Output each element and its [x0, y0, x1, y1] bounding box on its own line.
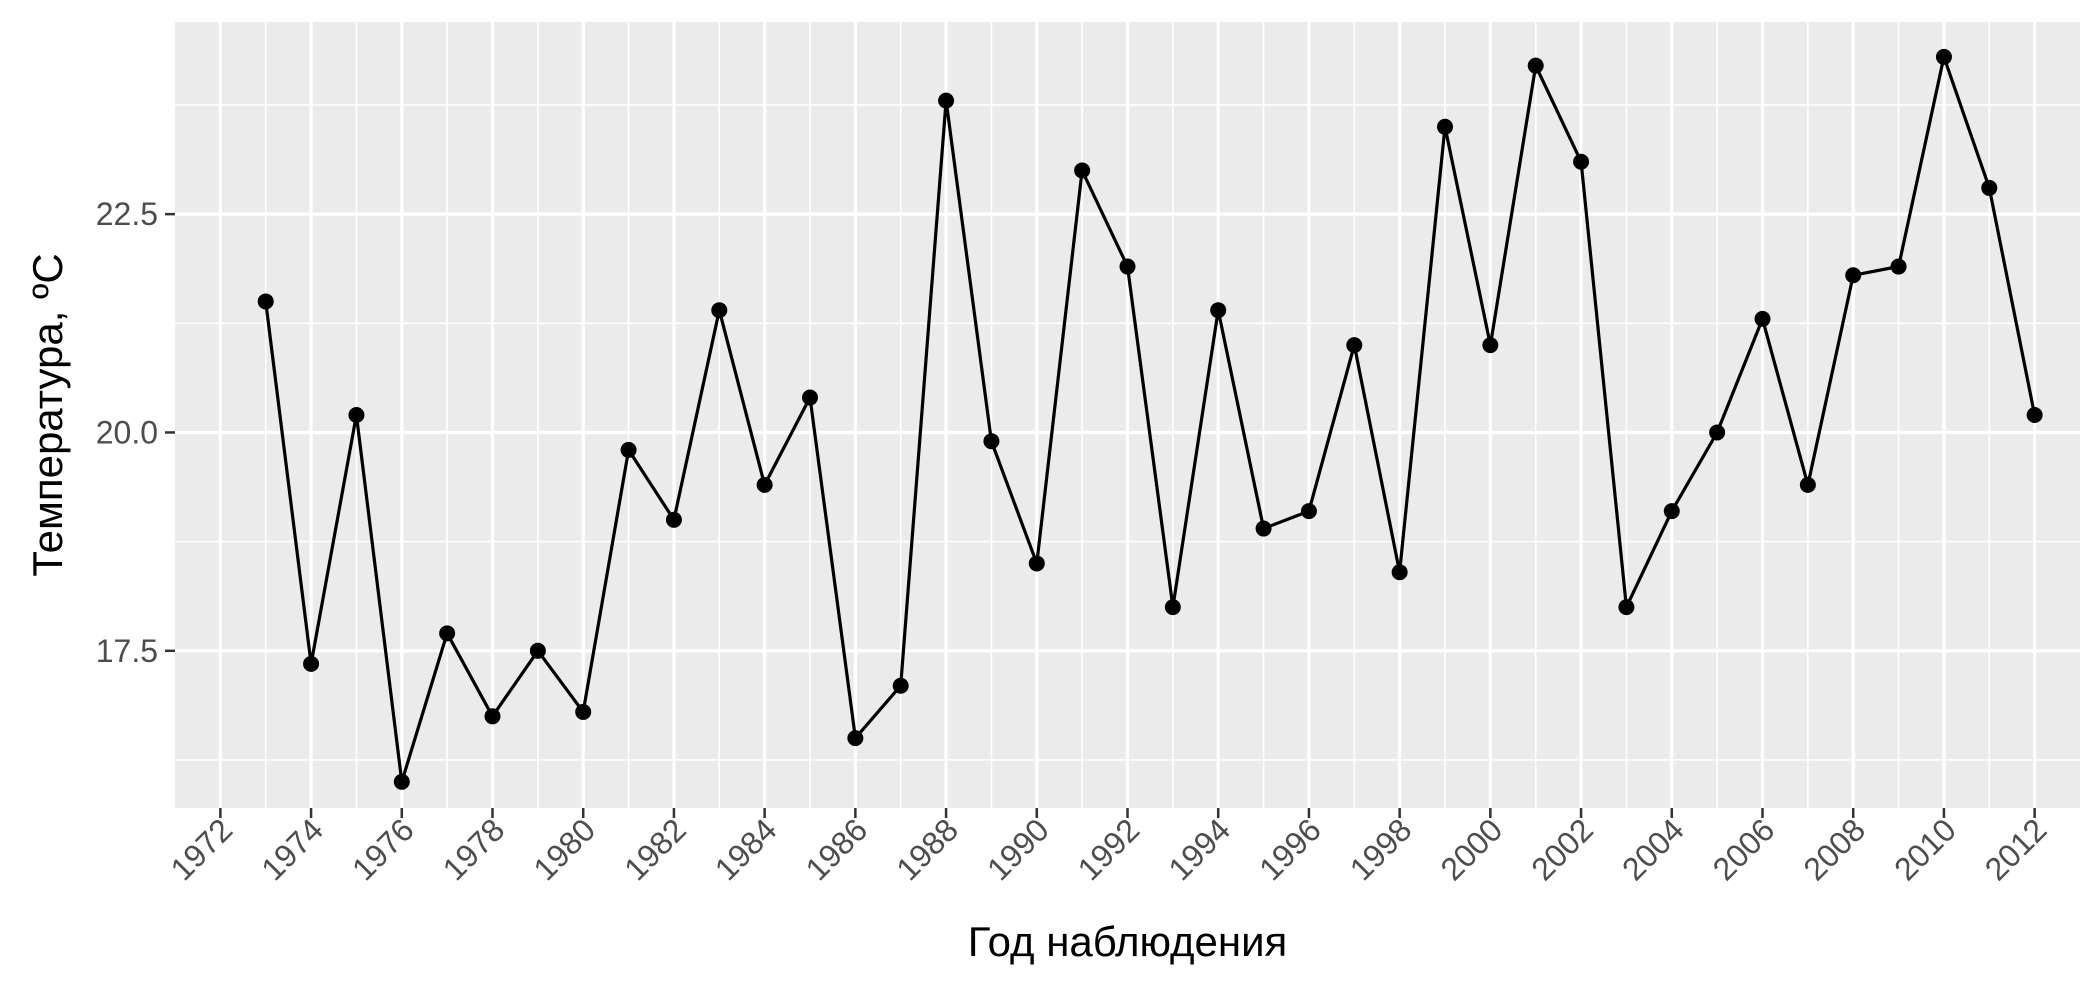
x-axis: 1972 1974 1976 1978 1980 1982 1984 1986 1988 1990…: [164, 808, 2054, 887]
x-tick-label: 2002: [1524, 811, 1600, 887]
x-tick-label: 1974: [254, 811, 330, 887]
data-point: [1573, 153, 1590, 170]
series-line: [264, 55, 2037, 784]
data-point: [1028, 555, 1045, 572]
data-point: [802, 389, 818, 406]
data-point: [393, 773, 410, 790]
x-tick-label: 1990: [980, 811, 1056, 887]
data-point: [1074, 162, 1091, 179]
data-point: [665, 511, 682, 528]
data-point: [1527, 57, 1544, 74]
x-tick-label: 1976: [345, 811, 421, 887]
data-point: [257, 293, 274, 310]
x-axis-title: Год наблюдения: [968, 918, 1288, 965]
data-point: [938, 92, 955, 109]
data-point: [1210, 302, 1227, 319]
data-point: [983, 433, 1000, 450]
x-tick-label: 1972: [164, 811, 240, 887]
series-group: [257, 48, 2043, 790]
x-tick-label: 1986: [799, 811, 875, 887]
y-tick-label: 17.5: [96, 633, 158, 669]
data-point: [756, 476, 773, 493]
x-tick-label: 2012: [1978, 811, 2054, 887]
data-point: [2026, 407, 2043, 423]
data-point: [1391, 564, 1408, 581]
x-tick-label: 1978: [436, 811, 512, 887]
x-tick-label: 1996: [1252, 811, 1328, 887]
data-point: [892, 677, 909, 694]
data-point: [1482, 337, 1499, 354]
data-point: [620, 441, 637, 458]
x-tick-label: 2006: [1706, 811, 1782, 887]
y-tick-label: 22.5: [96, 196, 158, 232]
data-point: [1164, 599, 1181, 616]
data-point: [1663, 503, 1680, 520]
data-point: [1981, 179, 1998, 196]
data-point: [1437, 118, 1453, 135]
y-axis-title: Температура, ºC: [24, 253, 71, 576]
x-tick-label: 1980: [526, 811, 602, 887]
data-point: [1709, 424, 1726, 441]
data-point: [711, 302, 728, 319]
data-point: [1935, 48, 1952, 65]
data-point: [1618, 599, 1635, 616]
data-point: [1300, 503, 1317, 520]
data-point: [1754, 310, 1771, 327]
data-point: [1346, 337, 1363, 354]
x-tick-label: 2010: [1887, 811, 1963, 887]
data-point: [529, 642, 546, 659]
x-tick-label: 2004: [1615, 811, 1691, 887]
data-point: [303, 655, 320, 672]
y-axis: 17.5 20.0 22.5: [96, 196, 175, 669]
data-point: [847, 730, 864, 747]
y-tick-label: 20.0: [96, 414, 158, 450]
data-point: [484, 708, 501, 725]
data-point: [1255, 520, 1272, 537]
x-tick-label: 1988: [889, 811, 965, 887]
x-tick-label: 2000: [1434, 811, 1510, 887]
data-point: [1799, 476, 1816, 493]
x-tick-label: 1984: [708, 811, 784, 887]
data-point: [348, 407, 365, 423]
x-tick-label: 1998: [1343, 811, 1419, 887]
data-point: [1890, 258, 1907, 275]
x-tick-label: 1994: [1161, 811, 1237, 887]
data-point: [1845, 267, 1862, 284]
data-point: [575, 703, 592, 720]
data-point: [1119, 258, 1136, 275]
x-tick-label: 1992: [1071, 811, 1147, 887]
x-tick-label: 2008: [1796, 811, 1872, 887]
x-tick-label: 1982: [617, 811, 693, 887]
data-point: [439, 625, 456, 642]
